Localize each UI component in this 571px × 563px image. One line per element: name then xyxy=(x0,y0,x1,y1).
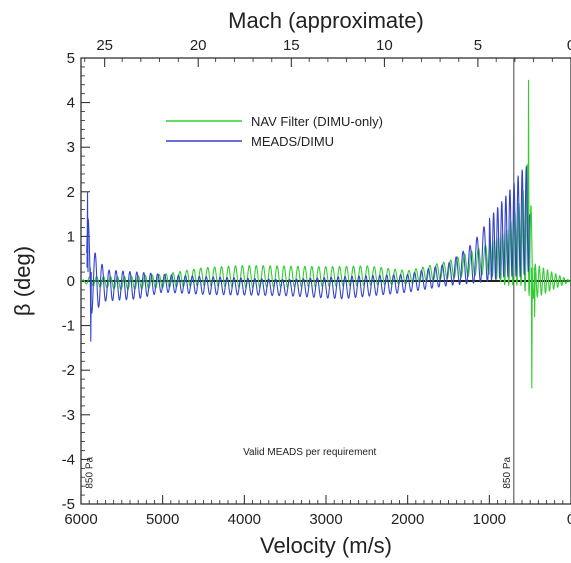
ticks-layer: 6000500040003000200010000252015105054321… xyxy=(62,37,571,528)
legend-label: NAV Filter (DIMU-only) xyxy=(251,114,383,129)
x2-tick-label: 15 xyxy=(283,37,300,54)
x-tick-label: 5000 xyxy=(146,511,179,528)
y-tick-label: 3 xyxy=(67,139,75,156)
y-tick-label: 1 xyxy=(67,228,75,245)
x2-tick-label: 25 xyxy=(96,37,113,54)
y-tick-label: 4 xyxy=(67,95,75,112)
x2-tick-label: 10 xyxy=(376,37,393,54)
annotation-text: 850 Pa xyxy=(84,457,95,489)
annotation-layer: 850 Pa 850 Pa Valid MEADS per requirement xyxy=(84,447,513,489)
y-axis-title: β (deg) xyxy=(10,246,35,316)
series-layer xyxy=(81,58,571,504)
x2-axis-title: Mach (approximate) xyxy=(228,8,424,33)
legend-label: MEADS/DIMU xyxy=(251,134,334,149)
series-line-1 xyxy=(86,166,531,342)
legend: NAV Filter (DIMU-only) MEADS/DIMU xyxy=(166,114,383,149)
x-axis-title: Velocity (m/s) xyxy=(260,533,392,558)
x-tick-label: 6000 xyxy=(64,511,97,528)
x-tick-label: 3000 xyxy=(309,511,342,528)
x2-tick-label: 0 xyxy=(567,37,571,54)
x-tick-label: 1000 xyxy=(473,511,506,528)
x-tick-label: 0 xyxy=(567,511,571,528)
series-line-0 xyxy=(81,79,571,389)
annotation-text: Valid MEADS per requirement xyxy=(243,447,376,458)
y-tick-label: 5 xyxy=(67,50,75,67)
y-tick-label: -4 xyxy=(62,451,75,468)
x2-tick-label: 20 xyxy=(190,37,207,54)
y-tick-label: -5 xyxy=(62,496,75,513)
y-tick-label: 0 xyxy=(67,273,75,290)
y-tick-label: 2 xyxy=(67,184,75,201)
x-tick-label: 2000 xyxy=(391,511,424,528)
y-tick-label: -3 xyxy=(62,407,75,424)
y-tick-label: -1 xyxy=(62,318,75,335)
x-tick-label: 4000 xyxy=(228,511,261,528)
x2-tick-label: 5 xyxy=(474,37,482,54)
annotation-text: 850 Pa xyxy=(502,457,513,489)
y-tick-label: -2 xyxy=(62,362,75,379)
